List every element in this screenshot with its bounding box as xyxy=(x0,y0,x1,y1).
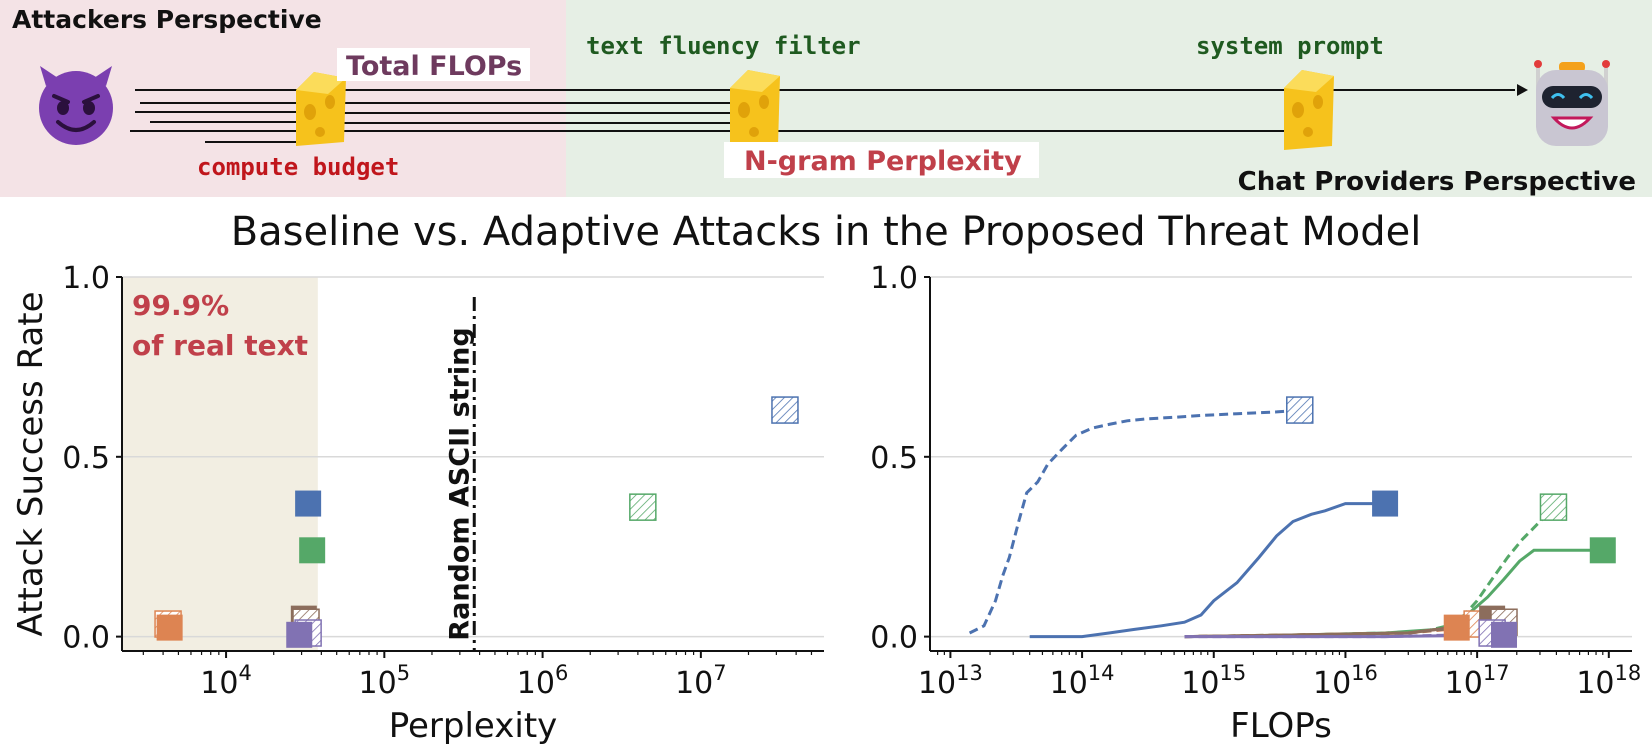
x-tick-label: 104 xyxy=(200,661,252,701)
threat-model-banner: Attackers Perspective xyxy=(0,0,1652,197)
data-point-orange-filled-square xyxy=(156,614,183,641)
x-axis-label: Perplexity xyxy=(389,706,558,744)
data-point-purple-filled-square xyxy=(1491,621,1518,648)
text-fluency-filter-label: text fluency filter xyxy=(586,32,861,60)
system-prompt-label: system prompt xyxy=(1196,32,1384,60)
swiss-cheese-icon xyxy=(1284,70,1334,150)
series-line-blue-dashed xyxy=(968,408,1300,635)
data-point-blue-filled-square xyxy=(295,490,322,517)
ngram-perplexity-label-box xyxy=(724,142,1039,178)
data-point-green-hatched-square xyxy=(1539,493,1568,521)
data-point-blue-hatched-square xyxy=(1286,396,1314,424)
x-tick-label: 105 xyxy=(359,661,411,701)
robot-icon xyxy=(1534,60,1610,146)
provider-perspective-title: Chat Providers Perspective xyxy=(1238,167,1636,197)
y-axis-label: Attack Success Rate xyxy=(11,292,51,637)
figure-title: Baseline vs. Adaptive Attacks in the Pro… xyxy=(231,209,1422,255)
shaded-region-label-line2: of real text xyxy=(132,329,308,362)
data-point-purple-filled-square xyxy=(286,621,313,648)
perplexity-scatter-chart: 0.0 0.5 1.0 104 105 106 107 Perplexity Attack Su… xyxy=(11,261,824,744)
ngram-perplexity-label: N-gram Perplexity xyxy=(744,146,1022,177)
x-tick-label: 1016 xyxy=(1313,661,1378,701)
random-ascii-label: Random ASCII string xyxy=(444,327,475,640)
data-point-green-filled-square xyxy=(299,537,326,564)
y-tick-label: 0.0 xyxy=(870,621,918,656)
x-axis-label: FLOPs xyxy=(1230,706,1332,744)
y-tick-label: 0.5 xyxy=(870,441,918,476)
swiss-cheese-icon xyxy=(730,70,780,150)
data-point-orange-filled-square xyxy=(1443,614,1470,641)
total-flops-label-box xyxy=(337,48,530,81)
shaded-region-label-line1: 99.9% xyxy=(132,289,229,322)
charts-area: Baseline vs. Adaptive Attacks in the Pro… xyxy=(11,209,1641,744)
flops-line-chart: 0.0 0.5 1.0 1013 1014 1015 1016 1017 1018 FLOPs xyxy=(870,261,1641,744)
data-point-blue-filled-square xyxy=(1372,490,1399,517)
real-text-shaded-region xyxy=(122,277,318,651)
x-tick-label: 1017 xyxy=(1445,661,1510,701)
data-point-green-hatched-square xyxy=(629,493,657,521)
y-tick-label: 1.0 xyxy=(62,261,110,296)
total-flops-label: Total FLOPs xyxy=(346,51,522,82)
y-tick-label: 0.5 xyxy=(62,441,110,476)
series-line-green-solid xyxy=(1184,548,1603,639)
series-line-blue-solid xyxy=(1029,502,1386,639)
data-point-green-filled-square xyxy=(1589,537,1616,564)
compute-budget-label: compute budget xyxy=(197,153,399,181)
x-tick-label: 107 xyxy=(675,661,727,701)
x-tick-label: 1015 xyxy=(1181,661,1246,701)
smiling-devil-icon xyxy=(39,66,113,145)
x-tick-label: 1013 xyxy=(918,661,983,701)
y-tick-label: 1.0 xyxy=(870,261,918,296)
x-tick-label: 1018 xyxy=(1576,661,1641,701)
swiss-cheese-icon xyxy=(296,72,346,146)
y-tick-label: 0.0 xyxy=(62,621,110,656)
attacker-perspective-title: Attackers Perspective xyxy=(12,5,322,34)
x-tick-label: 106 xyxy=(517,661,569,701)
data-point-blue-hatched-square xyxy=(771,396,799,424)
x-tick-label: 1014 xyxy=(1050,661,1115,701)
arrow-head xyxy=(1517,84,1528,96)
